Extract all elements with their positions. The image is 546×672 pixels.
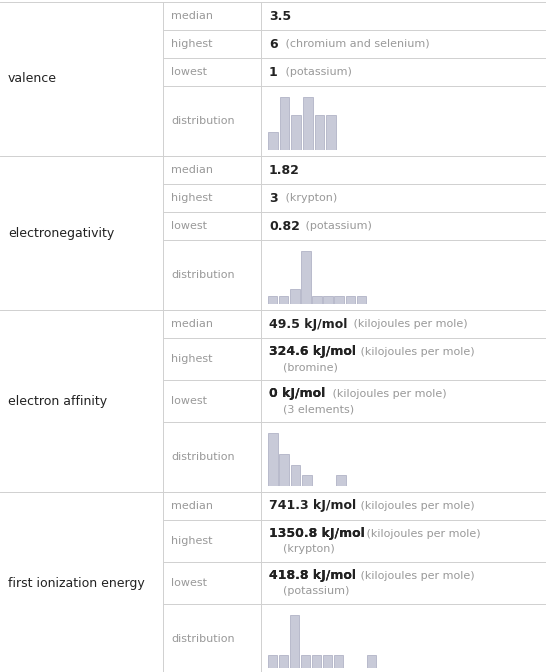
Bar bbox=[268, 433, 277, 486]
Text: distribution: distribution bbox=[171, 452, 235, 462]
Text: distribution: distribution bbox=[171, 634, 235, 644]
Bar bbox=[301, 655, 310, 668]
Bar bbox=[301, 251, 311, 304]
Bar bbox=[323, 655, 332, 668]
Bar bbox=[357, 296, 366, 304]
Text: lowest: lowest bbox=[171, 67, 207, 77]
Bar bbox=[335, 296, 344, 304]
Bar bbox=[314, 115, 324, 150]
Bar bbox=[268, 132, 278, 150]
Text: lowest: lowest bbox=[171, 221, 207, 231]
Text: distribution: distribution bbox=[171, 270, 235, 280]
Bar bbox=[336, 476, 346, 486]
Text: 1350.8 kJ/mol: 1350.8 kJ/mol bbox=[269, 528, 365, 540]
Text: electronegativity: electronegativity bbox=[8, 226, 114, 239]
Bar bbox=[268, 296, 277, 304]
Bar bbox=[290, 616, 299, 668]
Text: highest: highest bbox=[171, 536, 212, 546]
Bar bbox=[280, 454, 289, 486]
Text: (kilojoules per mole): (kilojoules per mole) bbox=[357, 501, 474, 511]
Bar bbox=[302, 476, 312, 486]
Text: (krypton): (krypton) bbox=[283, 544, 335, 554]
Bar bbox=[290, 465, 300, 486]
Text: valence: valence bbox=[8, 73, 57, 85]
Text: (chromium and selenium): (chromium and selenium) bbox=[282, 39, 429, 49]
Text: median: median bbox=[171, 319, 213, 329]
Text: (krypton): (krypton) bbox=[282, 193, 337, 203]
Text: 324.6 kJ/mol: 324.6 kJ/mol bbox=[269, 345, 356, 358]
Text: median: median bbox=[171, 11, 213, 21]
Text: 0 kJ/mol: 0 kJ/mol bbox=[269, 387, 325, 401]
Text: (3 elements): (3 elements) bbox=[283, 405, 354, 415]
Bar bbox=[323, 296, 333, 304]
Text: 3.5: 3.5 bbox=[269, 9, 291, 22]
Text: lowest: lowest bbox=[171, 396, 207, 406]
Text: 741.3 kJ/mol: 741.3 kJ/mol bbox=[269, 499, 356, 513]
Bar bbox=[280, 97, 289, 150]
Text: 0.82: 0.82 bbox=[269, 220, 300, 233]
Text: highest: highest bbox=[171, 354, 212, 364]
Bar bbox=[312, 296, 322, 304]
Text: median: median bbox=[171, 501, 213, 511]
Text: (kilojoules per mole): (kilojoules per mole) bbox=[329, 389, 447, 399]
Text: 3: 3 bbox=[269, 192, 277, 204]
Text: (bromine): (bromine) bbox=[283, 362, 338, 372]
Text: 324.6 kJ/mol: 324.6 kJ/mol bbox=[269, 345, 356, 358]
Text: median: median bbox=[171, 165, 213, 175]
Text: 0 kJ/mol: 0 kJ/mol bbox=[269, 387, 325, 401]
Text: 418.8 kJ/mol: 418.8 kJ/mol bbox=[269, 569, 356, 583]
Text: first ionization energy: first ionization energy bbox=[8, 577, 145, 589]
Text: (kilojoules per mole): (kilojoules per mole) bbox=[357, 347, 474, 357]
Bar bbox=[312, 655, 321, 668]
Text: (kilojoules per mole): (kilojoules per mole) bbox=[350, 319, 467, 329]
Text: 418.8 kJ/mol: 418.8 kJ/mol bbox=[269, 569, 356, 583]
Text: highest: highest bbox=[171, 39, 212, 49]
Bar bbox=[334, 655, 343, 668]
Bar bbox=[279, 655, 288, 668]
Bar bbox=[303, 97, 313, 150]
Text: electron affinity: electron affinity bbox=[8, 394, 107, 407]
Text: 6: 6 bbox=[269, 38, 277, 50]
Text: (potassium): (potassium) bbox=[302, 221, 372, 231]
Text: lowest: lowest bbox=[171, 578, 207, 588]
Bar bbox=[290, 289, 300, 304]
Text: (potassium): (potassium) bbox=[283, 587, 349, 597]
Text: (kilojoules per mole): (kilojoules per mole) bbox=[357, 571, 474, 581]
Text: 1: 1 bbox=[269, 65, 278, 79]
Bar bbox=[268, 655, 277, 668]
Bar bbox=[326, 115, 336, 150]
Text: 1350.8 kJ/mol: 1350.8 kJ/mol bbox=[269, 528, 365, 540]
Text: 49.5 kJ/mol: 49.5 kJ/mol bbox=[269, 317, 347, 331]
Text: distribution: distribution bbox=[171, 116, 235, 126]
Bar bbox=[346, 296, 355, 304]
Text: 1.82: 1.82 bbox=[269, 163, 300, 177]
Bar bbox=[367, 655, 376, 668]
Text: (potassium): (potassium) bbox=[282, 67, 352, 77]
Bar bbox=[279, 296, 288, 304]
Bar bbox=[291, 115, 301, 150]
Text: (kilojoules per mole): (kilojoules per mole) bbox=[364, 529, 481, 539]
Text: highest: highest bbox=[171, 193, 212, 203]
